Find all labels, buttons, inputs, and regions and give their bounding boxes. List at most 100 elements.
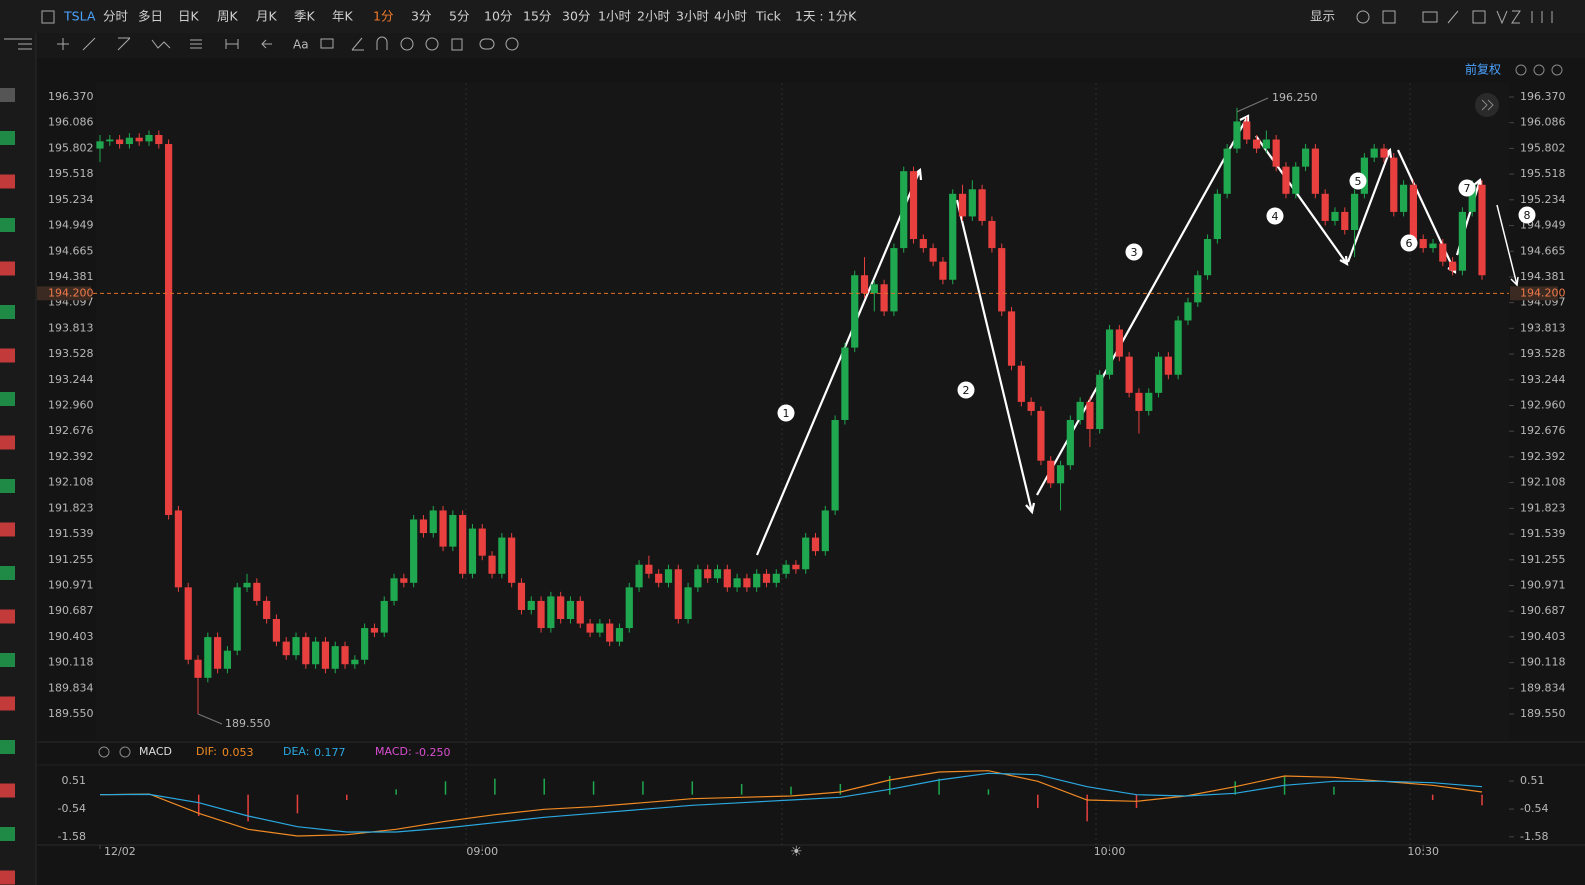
line-tool[interactable] (82, 37, 96, 51)
candle-body (900, 171, 908, 249)
period-tab[interactable]: 30分 (562, 9, 590, 24)
sidebar-icon[interactable] (41, 10, 55, 24)
eye-tool[interactable] (479, 38, 495, 50)
panel-badge (0, 435, 15, 450)
macd-title: MACD (139, 745, 172, 758)
camera-icon[interactable] (1422, 11, 1438, 23)
y-tick-label-right: 194.381 (1520, 270, 1566, 283)
move-tool[interactable] (57, 38, 69, 50)
candle-body (1390, 157, 1398, 212)
annotation-dot (777, 404, 795, 422)
y-tick-label-right: 190.403 (1520, 630, 1566, 643)
note-tool[interactable] (320, 38, 334, 49)
annotation-number: 1 (783, 407, 790, 420)
indicator-close[interactable] (119, 746, 131, 758)
measure-tool[interactable] (225, 39, 239, 49)
y-tick-label-right: 190.118 (1520, 656, 1566, 669)
candle-body (517, 582, 526, 610)
candle-body (841, 347, 849, 420)
lock-tool[interactable] (400, 37, 414, 51)
reset-icon[interactable] (1515, 64, 1527, 76)
y-tick-label-right: 195.518 (1520, 167, 1566, 180)
y-tick-label: 192.960 (48, 399, 94, 412)
candle-body (596, 623, 604, 633)
candle-body (880, 284, 888, 312)
zoom-out[interactable] (1533, 64, 1545, 76)
candle-body (410, 519, 418, 583)
period-tab[interactable]: 季K (294, 9, 316, 24)
period-tab[interactable]: 年K (332, 9, 354, 24)
period-tab[interactable]: Tick (755, 9, 782, 24)
period-tab[interactable]: 1小时 (598, 9, 631, 24)
annotation-dot (1125, 243, 1143, 261)
candle-body (184, 587, 192, 660)
candle-body (1076, 401, 1084, 420)
text-tool[interactable]: Aa (293, 38, 309, 52)
zoom-in[interactable] (1551, 64, 1563, 76)
candle-body (1458, 211, 1466, 271)
macd-value: -0.250 (415, 746, 450, 759)
display-menu[interactable]: 显示 (1310, 9, 1335, 24)
range-select[interactable]: 1天 : 1分K (795, 9, 857, 24)
period-tab[interactable]: 分时 (103, 9, 129, 24)
candle-body (1429, 243, 1437, 249)
left-badges (0, 88, 15, 885)
menu-icon[interactable] (4, 38, 32, 50)
delete-tool[interactable] (451, 38, 463, 51)
period-tab[interactable]: 10分 (484, 9, 512, 24)
period-tab[interactable]: 1分 (373, 9, 393, 24)
panel-badge (0, 305, 15, 319)
period-tab[interactable]: 2小时 (637, 9, 670, 24)
indicator-settings[interactable] (98, 746, 110, 758)
y-tick-label: 192.676 (48, 424, 94, 437)
candle-body (400, 578, 408, 583)
candle-body (949, 193, 957, 280)
y-tick-label-right: 192.108 (1520, 476, 1566, 489)
settings-icon[interactable] (1356, 10, 1370, 24)
candle-body (792, 564, 800, 570)
candle-body (125, 137, 134, 145)
candle-body (527, 600, 535, 610)
period-tab[interactable]: 周K (217, 9, 239, 24)
candle-body (743, 578, 751, 588)
hide-tool[interactable] (425, 37, 439, 51)
low-leader (197, 713, 223, 725)
candle-body (958, 193, 967, 217)
y-tick-label: 190.971 (48, 578, 94, 591)
low-label: 189.550 (225, 717, 271, 730)
candle-body (478, 528, 486, 556)
period-tab[interactable]: 多日 (138, 9, 163, 24)
draw-settings[interactable] (505, 37, 519, 51)
pen-icon[interactable] (1447, 10, 1459, 24)
period-tab[interactable]: 日K (178, 9, 200, 24)
period-tab[interactable]: 月K (256, 9, 278, 24)
period-tab[interactable]: 15分 (523, 9, 551, 24)
vs-icon[interactable] (1496, 10, 1521, 25)
fullscreen-icon[interactable] (1472, 10, 1486, 24)
channel-tool[interactable] (117, 37, 131, 51)
layout-icon[interactable] (1382, 10, 1396, 24)
more-icon[interactable] (1531, 11, 1553, 23)
y-tick-label-right: 192.960 (1520, 399, 1566, 412)
candle-body (733, 578, 741, 588)
panel-badge (0, 827, 15, 841)
wave-tool[interactable] (151, 39, 171, 49)
period-tab[interactable]: 3分 (411, 9, 431, 24)
period-tab[interactable]: 3小时 (676, 9, 709, 24)
candle-body (174, 510, 183, 588)
period-tab[interactable]: 4小时 (714, 9, 747, 24)
fib-tool[interactable] (190, 39, 202, 49)
magnet-tool[interactable] (376, 36, 388, 50)
y-tick-label-right: 193.528 (1520, 347, 1566, 360)
y-tick-label-right: 193.244 (1520, 373, 1566, 386)
candle-body (351, 659, 359, 665)
symbol[interactable]: TSLA (63, 9, 96, 24)
angle-tool[interactable] (351, 37, 364, 51)
panel-badge (0, 88, 15, 102)
arrow-tool[interactable] (261, 39, 272, 49)
adjust-select[interactable]: 前复权 (1465, 62, 1501, 77)
period-tab[interactable]: 5分 (449, 9, 469, 24)
x-tick-label: 09:00 (466, 845, 498, 858)
candle-body (429, 510, 437, 534)
zoom-icons (1515, 64, 1563, 76)
